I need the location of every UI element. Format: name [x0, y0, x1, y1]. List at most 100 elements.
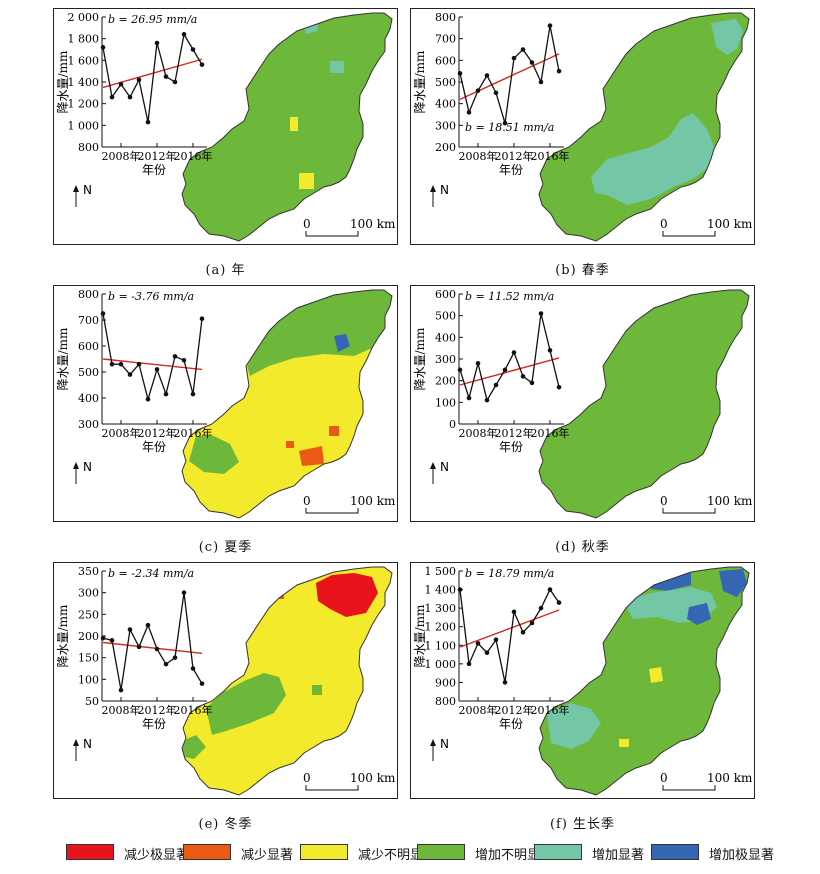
y-tick-label: 350 — [78, 565, 99, 578]
scale-bar — [662, 508, 716, 514]
x-tick-label: 2008年 — [459, 149, 498, 163]
north-label: N — [83, 183, 92, 197]
y-tick-label: 200 — [78, 630, 99, 643]
x-tick-label: 2012年 — [138, 703, 177, 717]
y-tick-label: 250 — [78, 608, 99, 621]
slope-label: b = 18.51 mm/a — [465, 121, 554, 134]
data-point — [109, 361, 115, 367]
map-patch — [709, 731, 729, 747]
y-tick-label: 100 — [78, 673, 99, 686]
precip-trend-map — [538, 12, 750, 242]
y-tick-label: 700 — [435, 33, 456, 46]
slope-label: b = -3.76 mm/a — [108, 290, 194, 303]
data-point — [502, 120, 508, 126]
map-region — [539, 290, 749, 518]
x-tick-label: 2008年 — [102, 149, 141, 163]
y-tick-label: 1 100 — [425, 639, 457, 652]
data-point — [484, 650, 490, 656]
y-tick-label: 200 — [435, 141, 456, 154]
map-patch — [687, 603, 711, 625]
legend: 减少极显著 减少显著 减少不明显 增加不明显 增加显著 增加极显著 — [66, 842, 774, 864]
data-point — [154, 367, 160, 372]
y-tick-label: 500 — [435, 310, 456, 323]
data-point — [502, 680, 508, 685]
y-tick-label: 400 — [78, 392, 99, 405]
x-axis-label: 年份 — [499, 440, 523, 454]
scale-distance-label: 100 km — [707, 494, 753, 508]
data-point — [100, 635, 106, 641]
y-tick-label: 1 000 — [68, 119, 100, 132]
map-patch — [299, 446, 324, 466]
x-tick-label: 2016年 — [174, 426, 213, 440]
panel-d-chart: N0 100 km60050040030020010002008年2012年201… — [413, 288, 753, 519]
slope-label: b = 26.95 mm/a — [108, 13, 197, 26]
panel-f: N 0 100 km 1 500 1 400 1 300 1 200 1 100 1 000 90… — [410, 562, 755, 799]
panel-f-chart: N 0 100 km 1 500 1 400 1 300 1 200 1 100 1 000 90… — [413, 565, 753, 796]
x-axis-label: 年份 — [142, 163, 166, 177]
panel-a: N 0 100 km 2 000 1 800 1 600 1 400 1 200 1 000 80… — [53, 8, 398, 245]
y-tick-label: 1 000 — [425, 658, 457, 671]
data-point — [556, 68, 562, 74]
legend-swatch — [417, 844, 465, 860]
data-point — [163, 74, 169, 79]
map-patch — [334, 334, 350, 352]
data-point — [118, 81, 124, 87]
x-axis-label: 年份 — [499, 717, 523, 731]
scale-bar — [305, 785, 359, 791]
data-point — [538, 605, 544, 611]
data-point — [163, 661, 169, 667]
x-tick-label: 2012年 — [138, 149, 177, 163]
map-patch — [649, 667, 663, 683]
north-label: N — [440, 737, 449, 751]
data-point — [172, 655, 178, 660]
data-point — [466, 395, 472, 401]
data-point — [493, 382, 499, 388]
map-boundary — [538, 566, 750, 796]
legend-label: 减少显著 — [241, 848, 294, 863]
y-tick-label: 1 600 — [68, 54, 100, 67]
y-tick-label: 700 — [78, 314, 99, 327]
y-tick-label: 150 — [78, 652, 99, 665]
y-tick-label: 50 — [85, 695, 99, 708]
y-axis-label: 降水量/mm — [413, 50, 427, 113]
y-tick-label: 500 — [435, 76, 456, 89]
x-tick-label: 2008年 — [459, 426, 498, 440]
map-region — [182, 13, 392, 241]
data-point — [190, 47, 196, 52]
scale-bar — [305, 508, 359, 514]
data-point — [154, 646, 160, 652]
y-axis-label: 降水量/mm — [413, 327, 427, 390]
y-tick-label: 100 — [435, 396, 456, 409]
x-axis-label: 年份 — [499, 163, 523, 177]
precip-series-line — [459, 25, 560, 124]
map-patch — [299, 173, 314, 189]
y-tick-label: 200 — [435, 375, 456, 388]
data-point — [109, 94, 115, 100]
caption-b: (b) 春季 — [555, 263, 610, 278]
data-point — [475, 361, 481, 366]
y-tick-label: 1 200 — [68, 98, 100, 111]
data-point — [520, 374, 526, 379]
precip-trend-map — [538, 289, 750, 519]
y-tick-label: 300 — [435, 119, 456, 132]
data-point — [538, 311, 544, 316]
y-tick-label: 400 — [435, 331, 456, 344]
data-point — [538, 79, 544, 85]
data-point — [127, 372, 133, 377]
data-point — [475, 88, 481, 93]
y-axis-label: 降水量/mm — [56, 327, 70, 390]
data-point — [511, 609, 517, 615]
precip-trend-map — [181, 566, 393, 796]
y-tick-label: 800 — [78, 141, 99, 154]
data-point — [475, 641, 481, 646]
data-point — [163, 391, 169, 397]
scale-bar — [662, 785, 716, 791]
slope-label: b = 11.52 mm/a — [465, 290, 554, 303]
data-point — [145, 119, 151, 125]
data-point — [466, 661, 472, 667]
